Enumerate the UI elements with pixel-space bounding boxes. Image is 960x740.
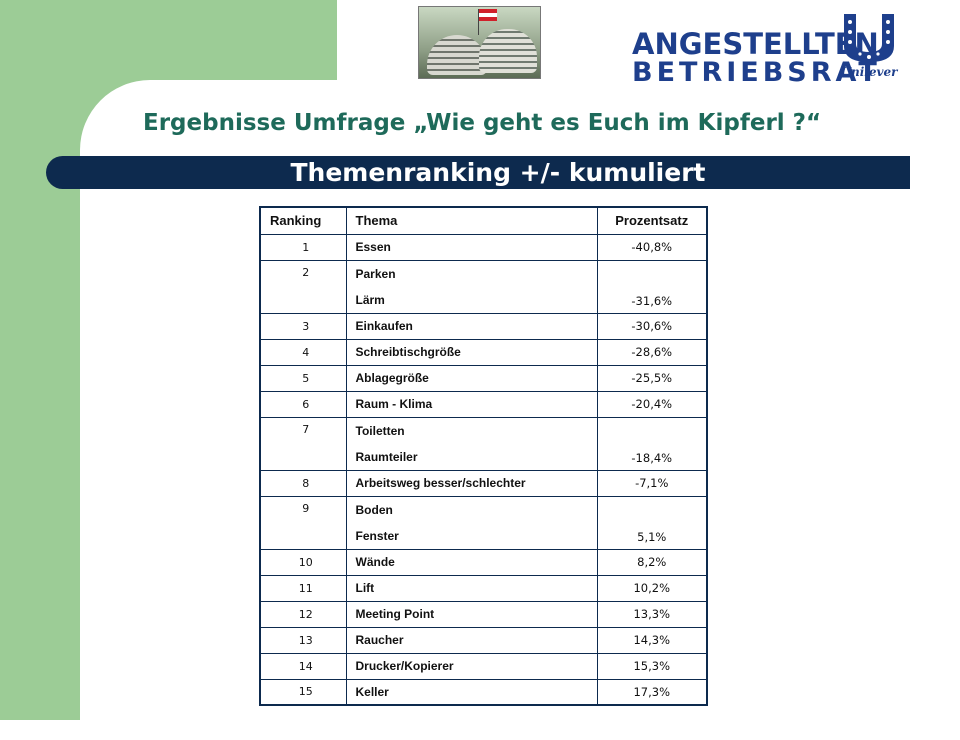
rank-cell: 9 xyxy=(259,495,347,550)
rank-cell: 3 xyxy=(259,312,347,340)
table-row: 1 Essen -40,8% xyxy=(259,233,708,261)
theme-cell: Arbeitsweg besser/schlechter xyxy=(345,469,598,497)
theme-cell: Einkaufen xyxy=(345,312,598,340)
table-row: 9 Boden Fenster 5,1% xyxy=(259,495,708,550)
table-row: 13 Raucher 14,3% xyxy=(259,626,708,654)
theme-cell: Parken Lärm xyxy=(345,259,598,314)
percent-cell: -30,6% xyxy=(596,312,708,340)
flag-pole xyxy=(478,9,479,35)
percent-cell: 5,1% xyxy=(596,495,708,550)
theme-cell: Ablagegröße xyxy=(345,364,598,392)
table-row: 6 Raum - Klima -20,4% xyxy=(259,390,708,418)
theme-item: Boden xyxy=(355,502,393,517)
table-header-row: Ranking Thema Prozentsatz xyxy=(259,206,708,235)
theme-cell: Wände xyxy=(345,548,598,576)
table-row: 7 Toiletten Raumteiler -18,4% xyxy=(259,416,708,471)
rank-cell: 7 xyxy=(259,416,347,471)
building-right xyxy=(479,29,537,73)
page-title: Ergebnisse Umfrage „Wie geht es Euch im … xyxy=(143,110,822,136)
table-row: 3 Einkaufen -30,6% xyxy=(259,312,708,340)
unilever-wordmark: Unilever xyxy=(841,65,900,79)
percent-cell: -28,6% xyxy=(596,338,708,366)
column-header-prozentsatz: Prozentsatz xyxy=(596,206,708,235)
percent-cell: -20,4% xyxy=(596,390,708,418)
rank-cell: 15 xyxy=(259,678,347,706)
logo-line-1: ANGESTELLTEN xyxy=(632,27,879,61)
rank-cell: 5 xyxy=(259,364,347,392)
table-row: 11 Lift 10,2% xyxy=(259,574,708,602)
percent-cell: 14,3% xyxy=(596,626,708,654)
theme-cell: Raum - Klima xyxy=(345,390,598,418)
theme-cell: Essen xyxy=(345,233,598,261)
table-row: 2 Parken Lärm -31,6% xyxy=(259,259,708,314)
table-body: 1 Essen -40,8% 2 Parken Lärm -31,6% 3 Ei… xyxy=(259,233,708,706)
percent-cell: 15,3% xyxy=(596,652,708,680)
theme-item: Fenster xyxy=(355,528,399,543)
rank-cell: 4 xyxy=(259,338,347,366)
table-row: 12 Meeting Point 13,3% xyxy=(259,600,708,628)
percent-cell: 17,3% xyxy=(596,678,708,706)
ranking-table: Ranking Thema Prozentsatz 1 Essen -40,8%… xyxy=(259,206,708,706)
rank-cell: 11 xyxy=(259,574,347,602)
percent-cell: -31,6% xyxy=(596,259,708,314)
theme-cell: Meeting Point xyxy=(345,600,598,628)
percent-cell: 8,2% xyxy=(596,548,708,576)
theme-cell: Raucher xyxy=(345,626,598,654)
austrian-flag-icon xyxy=(479,9,497,21)
percent-cell: -40,8% xyxy=(596,233,708,261)
theme-cell: Schreibtischgröße xyxy=(345,338,598,366)
theme-cell: Boden Fenster xyxy=(345,495,598,550)
betriebsrat-logo: ANGESTELLTEN BETRIEBSRAT xyxy=(632,27,881,88)
logo-line-2: BETRIEBSRAT xyxy=(632,57,881,88)
column-header-ranking: Ranking xyxy=(259,206,347,235)
unilever-logo: Unilever xyxy=(841,14,900,79)
theme-item: Toiletten xyxy=(355,423,405,438)
percent-cell: -7,1% xyxy=(596,469,708,497)
percent-cell: 10,2% xyxy=(596,574,708,602)
table-row: 10 Wände 8,2% xyxy=(259,548,708,576)
table-row: 15 Keller 17,3% xyxy=(259,678,708,706)
theme-cell: Drucker/Kopierer xyxy=(345,652,598,680)
rank-cell: 2 xyxy=(259,259,347,314)
table-row: 14 Drucker/Kopierer 15,3% xyxy=(259,652,708,680)
theme-item: Raumteiler xyxy=(355,449,418,464)
theme-cell: Keller xyxy=(345,678,598,706)
rank-cell: 14 xyxy=(259,652,347,680)
rank-cell: 10 xyxy=(259,548,347,576)
column-header-thema: Thema xyxy=(345,206,598,235)
banner-title: Themenranking +/- kumuliert xyxy=(290,158,706,187)
theme-item: Lärm xyxy=(355,292,385,307)
rank-cell: 12 xyxy=(259,600,347,628)
percent-cell: -25,5% xyxy=(596,364,708,392)
rank-cell: 8 xyxy=(259,469,347,497)
building-left xyxy=(427,35,487,75)
theme-cell: Toiletten Raumteiler xyxy=(345,416,598,471)
theme-cell: Lift xyxy=(345,574,598,602)
rank-cell: 1 xyxy=(259,233,347,261)
percent-cell: 13,3% xyxy=(596,600,708,628)
table-row: 5 Ablagegröße -25,5% xyxy=(259,364,708,392)
building-photo xyxy=(418,6,541,79)
table-row: 4 Schreibtischgröße -28,6% xyxy=(259,338,708,366)
percent-cell: -18,4% xyxy=(596,416,708,471)
rank-cell: 6 xyxy=(259,390,347,418)
table-row: 8 Arbeitsweg besser/schlechter -7,1% xyxy=(259,469,708,497)
title-banner xyxy=(46,156,910,189)
rank-cell: 13 xyxy=(259,626,347,654)
theme-item: Parken xyxy=(355,266,396,281)
